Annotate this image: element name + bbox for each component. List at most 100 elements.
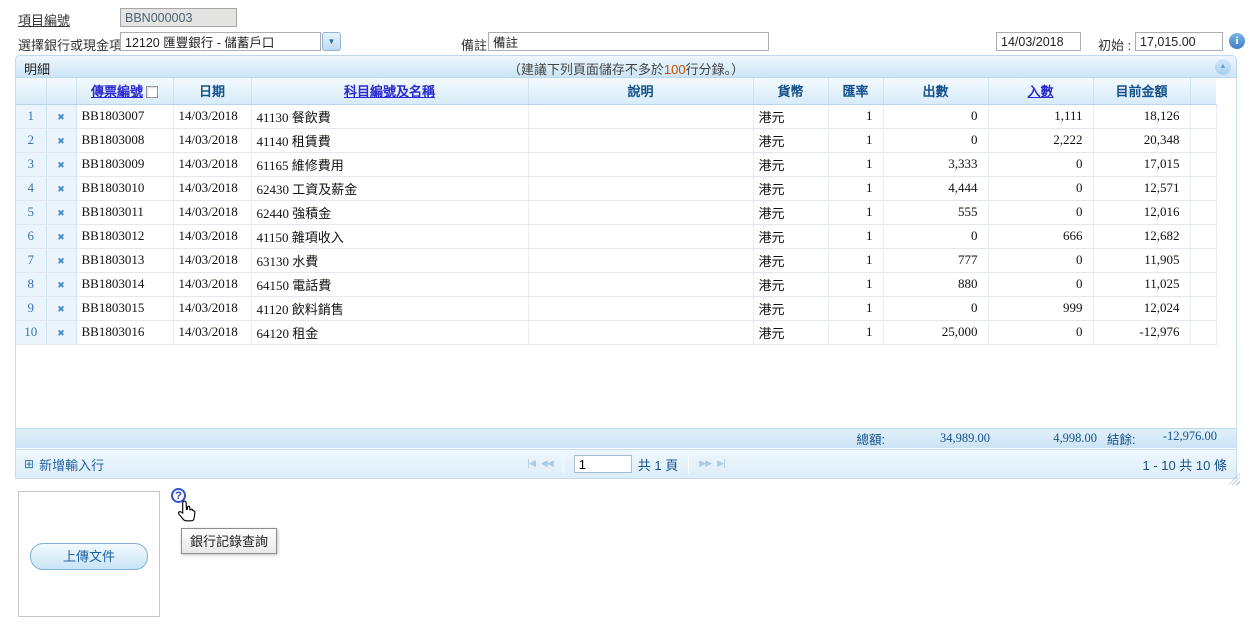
voucher-cell[interactable]: BB1803010	[76, 176, 174, 201]
delete-row-button[interactable]: ✖	[46, 272, 77, 297]
account-cell[interactable]: 41120 飲料銷售	[251, 296, 529, 321]
account-cell[interactable]: 41150 雜項收入	[251, 224, 529, 249]
date-cell[interactable]: 14/03/2018	[173, 224, 252, 249]
debit-cell[interactable]: 555	[883, 200, 989, 225]
delete-row-button[interactable]: ✖	[46, 200, 77, 225]
credit-cell[interactable]: 2,222	[988, 128, 1094, 153]
description-cell[interactable]	[528, 176, 754, 201]
voucher-sort-link[interactable]: 傳票編號	[90, 84, 143, 100]
date-input[interactable]	[996, 32, 1081, 51]
select-all-checkbox[interactable]	[146, 86, 158, 99]
account-cell[interactable]: 62440 強積金	[251, 200, 529, 225]
currency-cell[interactable]: 港元	[753, 248, 829, 273]
currency-cell[interactable]: 港元	[753, 296, 829, 321]
rate-cell[interactable]: 1	[828, 104, 884, 129]
account-cell[interactable]: 62430 工資及薪金	[251, 176, 529, 201]
description-cell[interactable]	[528, 200, 754, 225]
rate-cell[interactable]: 1	[828, 224, 884, 249]
debit-cell[interactable]: 0	[883, 224, 989, 249]
bank-select-input[interactable]	[120, 32, 321, 51]
currency-cell[interactable]: 港元	[753, 200, 829, 225]
description-cell[interactable]	[528, 272, 754, 297]
rate-cell[interactable]: 1	[828, 320, 884, 345]
info-icon[interactable]: i	[1229, 33, 1245, 49]
rate-cell[interactable]: 1	[828, 248, 884, 273]
remark-input[interactable]	[488, 32, 769, 51]
account-cell[interactable]: 63130 水費	[251, 248, 529, 273]
credit-cell[interactable]: 666	[988, 224, 1094, 249]
account-cell[interactable]: 41130 餐飲費	[251, 104, 529, 129]
credit-cell[interactable]: 0	[988, 176, 1094, 201]
debit-cell[interactable]: 777	[883, 248, 989, 273]
voucher-cell[interactable]: BB1803012	[76, 224, 174, 249]
first-page-icon[interactable]: |◀	[526, 459, 536, 469]
credit-cell[interactable]: 0	[988, 272, 1094, 297]
account-cell[interactable]: 64120 租金	[251, 320, 529, 345]
account-cell[interactable]: 41140 租賃費	[251, 128, 529, 153]
voucher-cell[interactable]: BB1803011	[76, 200, 174, 225]
description-cell[interactable]	[528, 224, 754, 249]
credit-cell[interactable]: 1,111	[988, 104, 1094, 129]
delete-row-button[interactable]: ✖	[46, 224, 77, 249]
last-page-icon[interactable]: ▶|	[717, 459, 726, 469]
credit-cell[interactable]: 999	[988, 296, 1094, 321]
voucher-cell[interactable]: BB1803014	[76, 272, 174, 297]
voucher-cell[interactable]: BB1803007	[76, 104, 174, 129]
voucher-cell[interactable]: BB1803009	[76, 152, 174, 177]
delete-row-button[interactable]: ✖	[46, 152, 77, 177]
upload-file-button[interactable]: 上傳文件	[30, 543, 148, 570]
project-number-link[interactable]: 項目編號	[18, 13, 71, 28]
bank-dropdown-button[interactable]: ▼	[322, 32, 341, 51]
currency-cell[interactable]: 港元	[753, 176, 829, 201]
next-page-icon[interactable]: ▶▶	[699, 459, 712, 469]
rate-cell[interactable]: 1	[828, 176, 884, 201]
debit-cell[interactable]: 0	[883, 296, 989, 321]
description-cell[interactable]	[528, 320, 754, 345]
credit-cell[interactable]: 0	[988, 200, 1094, 225]
date-cell[interactable]: 14/03/2018	[173, 104, 252, 129]
description-cell[interactable]	[528, 104, 754, 129]
date-cell[interactable]: 14/03/2018	[173, 296, 252, 321]
currency-cell[interactable]: 港元	[753, 320, 829, 345]
credit-cell[interactable]: 0	[988, 320, 1094, 345]
debit-cell[interactable]: 25,000	[883, 320, 989, 345]
voucher-cell[interactable]: BB1803013	[76, 248, 174, 273]
debit-cell[interactable]: 0	[883, 104, 989, 129]
credit-sort-link[interactable]: 入數	[1027, 84, 1054, 100]
date-cell[interactable]: 14/03/2018	[173, 176, 252, 201]
prev-page-icon[interactable]: ◀◀	[540, 459, 554, 469]
add-row-button[interactable]: ⊞ 新增輸入行	[24, 455, 104, 474]
rate-cell[interactable]: 1	[828, 128, 884, 153]
debit-cell[interactable]: 0	[883, 128, 989, 153]
description-cell[interactable]	[528, 296, 754, 321]
page-number-input[interactable]	[573, 455, 632, 473]
date-cell[interactable]: 14/03/2018	[173, 248, 252, 273]
initial-amount-input[interactable]	[1135, 32, 1223, 51]
delete-row-button[interactable]: ✖	[46, 128, 77, 153]
description-cell[interactable]	[528, 128, 754, 153]
date-cell[interactable]: 14/03/2018	[173, 152, 252, 177]
voucher-cell[interactable]: BB1803016	[76, 320, 174, 345]
date-cell[interactable]: 14/03/2018	[173, 320, 252, 345]
delete-row-button[interactable]: ✖	[46, 296, 77, 321]
rate-cell[interactable]: 1	[828, 200, 884, 225]
rate-cell[interactable]: 1	[828, 296, 884, 321]
debit-cell[interactable]: 3,333	[883, 152, 989, 177]
account-cell[interactable]: 64150 電話費	[251, 272, 529, 297]
date-cell[interactable]: 14/03/2018	[173, 272, 252, 297]
delete-row-button[interactable]: ✖	[46, 104, 77, 129]
voucher-cell[interactable]: BB1803015	[76, 296, 174, 321]
rate-cell[interactable]: 1	[828, 272, 884, 297]
date-cell[interactable]: 14/03/2018	[173, 128, 252, 153]
currency-cell[interactable]: 港元	[753, 152, 829, 177]
debit-cell[interactable]: 880	[883, 272, 989, 297]
debit-cell[interactable]: 4,444	[883, 176, 989, 201]
credit-cell[interactable]: 0	[988, 152, 1094, 177]
collapse-panel-button[interactable]: ▲	[1215, 59, 1231, 75]
help-icon[interactable]: ?	[171, 488, 186, 503]
delete-row-button[interactable]: ✖	[46, 248, 77, 273]
currency-cell[interactable]: 港元	[753, 272, 829, 297]
delete-row-button[interactable]: ✖	[46, 176, 77, 201]
rate-cell[interactable]: 1	[828, 152, 884, 177]
description-cell[interactable]	[528, 152, 754, 177]
